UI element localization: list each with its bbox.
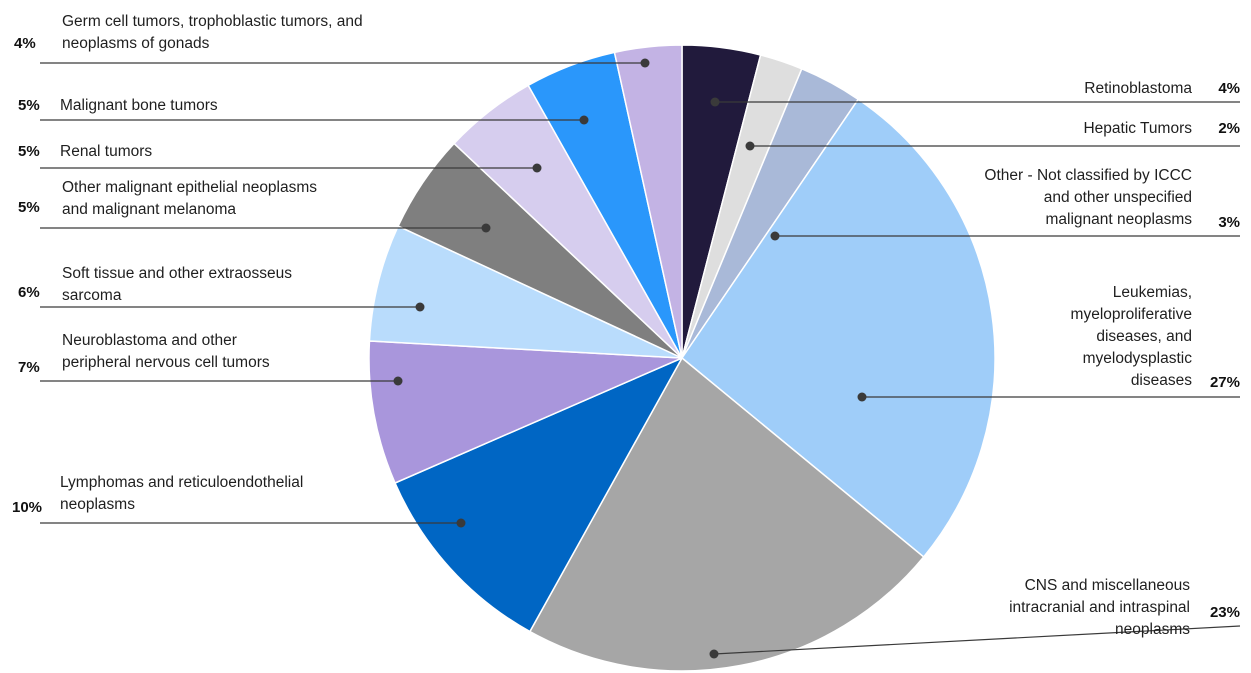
leader-dot-lymph (456, 518, 466, 528)
slice-label-soft: sarcoma (62, 287, 122, 304)
leader-dot-leuk (857, 392, 867, 402)
slice-label-bone: Malignant bone tumors (60, 97, 218, 114)
slice-percent-soft: 6% (18, 284, 40, 301)
slice-label-leuk: diseases (1131, 372, 1192, 389)
slice-label-lymph: neoplasms (60, 496, 135, 513)
leader-dot-retino (710, 97, 720, 107)
slice-label-germ: neoplasms of gonads (62, 35, 210, 52)
pie-slice-6 (368, 340, 683, 484)
slice-label-leuk: myeloproliferative (1071, 306, 1192, 323)
pie-slice-4 (528, 356, 925, 672)
slice-label-retino: Retinoblastoma (1084, 80, 1192, 97)
slice-label-other: Other - Not classified by ICCC (984, 167, 1192, 184)
slice-percent-epith: 5% (18, 199, 40, 216)
slice-label-cns: CNS and miscellaneous (1025, 577, 1191, 594)
slice-label-epith: and malignant melanoma (62, 201, 236, 218)
slice-annotation-leuk: Leukemias, myeloproliferative diseases, an… (857, 284, 1240, 402)
pie-slice-5 (394, 356, 684, 633)
slice-percent-leuk: 27% (1210, 374, 1240, 391)
leader-dot-hepatic (745, 141, 755, 151)
pie-slice-3 (680, 98, 996, 558)
leader-dot-bone (579, 115, 589, 125)
slice-label-neuro: peripheral nervous cell tumors (62, 354, 270, 371)
pie-annotations: Germ cell tumors, trophoblastic tumors, … (12, 13, 1241, 659)
slice-label-leuk: myelodysplastic (1083, 350, 1193, 367)
leader-dot-renal (532, 163, 542, 173)
slice-annotation-neuro: Neuroblastoma and other peripheral nervou… (18, 332, 403, 386)
slice-annotation-cns: CNS and miscellaneous intracranial and in… (709, 577, 1241, 659)
slice-annotation-hepatic: Hepatic Tumors 2% (745, 120, 1240, 151)
slice-annotation-germ: Germ cell tumors, trophoblastic tumors, … (14, 13, 650, 68)
slice-annotation-retino: Retinoblastoma 4% (710, 80, 1240, 107)
slice-label-leuk: Leukemias, (1113, 284, 1192, 301)
slice-label-hepatic: Hepatic Tumors (1083, 120, 1192, 137)
slice-percent-hepatic: 2% (1218, 120, 1240, 137)
slice-label-cns: neoplasms (1115, 621, 1190, 638)
slice-label-leuk: diseases, and (1096, 328, 1192, 345)
pie-slices (368, 44, 996, 672)
leader-dot-cns (709, 649, 719, 659)
slice-label-soft: Soft tissue and other extraosseus (62, 265, 292, 282)
slice-label-other: malignant neoplasms (1046, 211, 1193, 228)
slice-annotation-epith: Other malignant epithelial neoplasms and … (18, 179, 491, 233)
slice-label-epith: Other malignant epithelial neoplasms (62, 179, 317, 196)
slice-percent-neuro: 7% (18, 359, 40, 376)
slice-label-cns: intracranial and intraspinal (1009, 599, 1190, 616)
slice-annotation-renal: Renal tumors 5% (18, 143, 542, 173)
slice-label-germ: Germ cell tumors, trophoblastic tumors, … (62, 13, 363, 30)
leader-dot-neuro (393, 376, 403, 386)
slice-percent-lymph: 10% (12, 499, 42, 516)
slice-percent-retino: 4% (1218, 80, 1240, 97)
slice-percent-cns: 23% (1210, 604, 1240, 621)
leader-dot-germ (640, 58, 650, 68)
slice-annotation-bone: Malignant bone tumors 5% (18, 97, 589, 125)
slice-percent-germ: 4% (14, 35, 36, 52)
slice-percent-bone: 5% (18, 97, 40, 114)
slice-label-renal: Renal tumors (60, 143, 152, 160)
leader-line-cns (713, 625, 1241, 655)
slice-label-neuro: Neuroblastoma and other (62, 332, 237, 349)
pie-slice-11 (613, 44, 683, 359)
slice-annotation-other: Other - Not classified by ICCC and other … (770, 167, 1240, 241)
slice-annotation-lymph: Lymphomas and reticuloendothelial neoplas… (12, 474, 466, 528)
slice-annotation-soft: Soft tissue and other extraosseus sarcoma… (18, 265, 425, 312)
slice-percent-other: 3% (1218, 214, 1240, 231)
leader-dot-other (770, 231, 780, 241)
slice-percent-renal: 5% (18, 143, 40, 160)
leader-dot-epith (481, 223, 491, 233)
slice-label-other: and other unspecified (1044, 189, 1192, 206)
slice-label-lymph: Lymphomas and reticuloendothelial (60, 474, 303, 491)
leader-dot-soft (415, 302, 425, 312)
